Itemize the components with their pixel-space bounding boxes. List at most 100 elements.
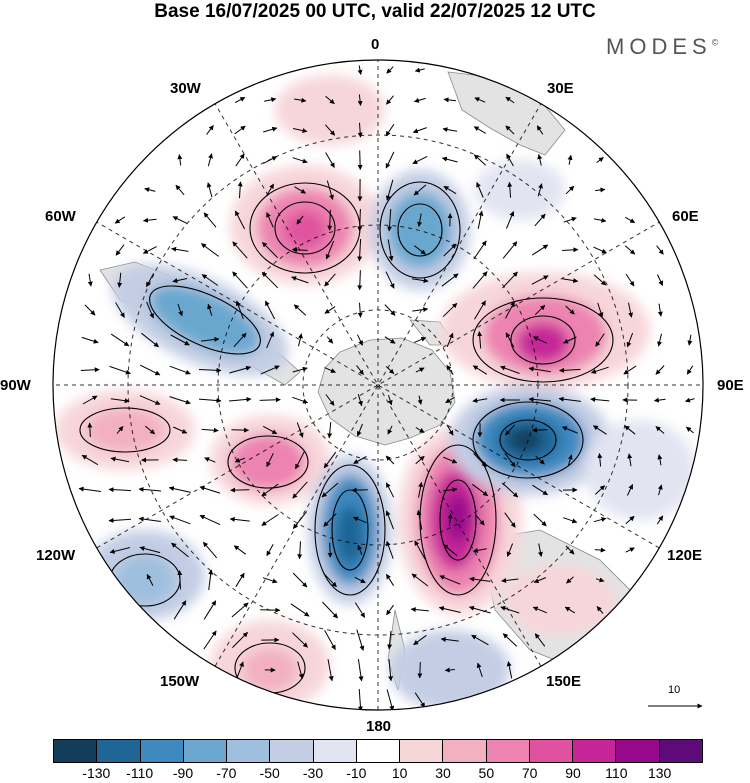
wind-vector (563, 216, 577, 223)
wind-vector (657, 454, 663, 466)
wind-vector (199, 485, 221, 494)
colorbar-swatch (183, 740, 228, 762)
wind-vector (202, 541, 218, 559)
wind-vector (415, 367, 425, 373)
wind-vector (438, 606, 461, 613)
wind-vector (592, 425, 607, 435)
wind-vector (506, 153, 514, 167)
wind-vector (469, 576, 491, 582)
antarctica-land (317, 337, 456, 446)
wind-vector (558, 396, 581, 402)
wind-vector (206, 124, 214, 135)
wind-vector (417, 213, 423, 227)
wind-vector (590, 397, 610, 403)
wind-vector (505, 125, 515, 135)
label-lon-180: 180 (366, 718, 392, 735)
wind-vector (625, 216, 636, 224)
wind-vector (439, 575, 461, 585)
wind-vector (413, 97, 426, 103)
wind-vector (473, 126, 487, 134)
wind-vector (502, 271, 518, 289)
wind-vector (171, 246, 189, 252)
wind-vector (172, 278, 188, 284)
wind-vector (626, 332, 634, 348)
colorbar-swatch (573, 740, 617, 762)
wind-vector (144, 425, 156, 435)
wind-vector (623, 365, 637, 375)
wind-vector (169, 515, 191, 525)
wind-vector (357, 334, 363, 346)
wind-vector (115, 302, 125, 318)
wind-vector (266, 544, 274, 557)
colorbar-swatch (313, 740, 357, 762)
wind-vector (416, 509, 423, 530)
wind-vector (357, 238, 363, 262)
colorbar-tick-label: -30 (302, 765, 324, 781)
wind-vector (139, 546, 161, 554)
wind-vector (84, 304, 96, 316)
wind-vector (657, 484, 663, 496)
wind-vector (564, 606, 576, 614)
wind-vector (115, 244, 125, 256)
wind-vector (237, 181, 243, 199)
wind-vector (505, 332, 515, 348)
wind-vector (535, 455, 545, 465)
wind-vector (234, 125, 246, 135)
wind-vector (475, 514, 485, 526)
wind-vector (536, 125, 544, 135)
wind-vector (471, 634, 489, 646)
wind-vector (114, 216, 126, 224)
label-lon-120e: 120E (667, 547, 703, 564)
colorbar-swatch (443, 740, 487, 762)
wind-vector (295, 450, 305, 470)
wind-vector (145, 273, 155, 288)
wind-vector (232, 241, 248, 259)
wind-vector (625, 515, 635, 525)
wind-vector (108, 487, 132, 493)
wind-vector (595, 333, 605, 347)
reference-vector-label: 10 (668, 684, 681, 696)
wind-vector (653, 397, 666, 403)
wind-vector (110, 398, 130, 404)
colorbar-swatch (140, 740, 184, 762)
wind-vector (201, 336, 220, 342)
colorbar-swatch (659, 740, 702, 762)
wind-vector (500, 606, 520, 614)
label-lon-30w: 30W (170, 80, 201, 97)
wind-vector (563, 517, 578, 524)
wind-vector (537, 154, 543, 166)
wind-vector (266, 453, 274, 468)
wind-vector (292, 396, 309, 404)
wind-vector (110, 333, 130, 347)
wind-vector (235, 572, 245, 588)
wind-vector (385, 151, 395, 169)
colorbar-tick-label: 130 (647, 765, 672, 781)
wind-vector (327, 659, 334, 682)
wind-vector (292, 128, 308, 134)
wind-vector (443, 97, 456, 103)
wind-vector (534, 633, 546, 647)
wind-vector (507, 181, 513, 198)
wind-vector (626, 484, 634, 496)
wind-vector (414, 67, 425, 73)
wind-vector (531, 244, 549, 256)
wind-vector (500, 365, 520, 374)
wind-vector (657, 303, 663, 317)
wind-vector (686, 365, 694, 375)
wind-vector (567, 454, 573, 466)
wind-vector (81, 336, 99, 344)
wind-vector (528, 366, 551, 373)
wind-vector (412, 155, 428, 165)
wind-vector (357, 544, 363, 555)
wind-vector (594, 485, 606, 495)
wind-vector (563, 336, 577, 344)
wind-vector (472, 483, 489, 497)
wind-vector (655, 365, 665, 375)
colorbar-tick-label: 10 (391, 765, 408, 781)
wind-vector (234, 210, 246, 230)
wind-vector (175, 184, 185, 196)
wind-vector (357, 94, 363, 106)
wind-vector (357, 65, 363, 75)
wind-vector (143, 217, 157, 223)
wind-vector (169, 365, 191, 375)
